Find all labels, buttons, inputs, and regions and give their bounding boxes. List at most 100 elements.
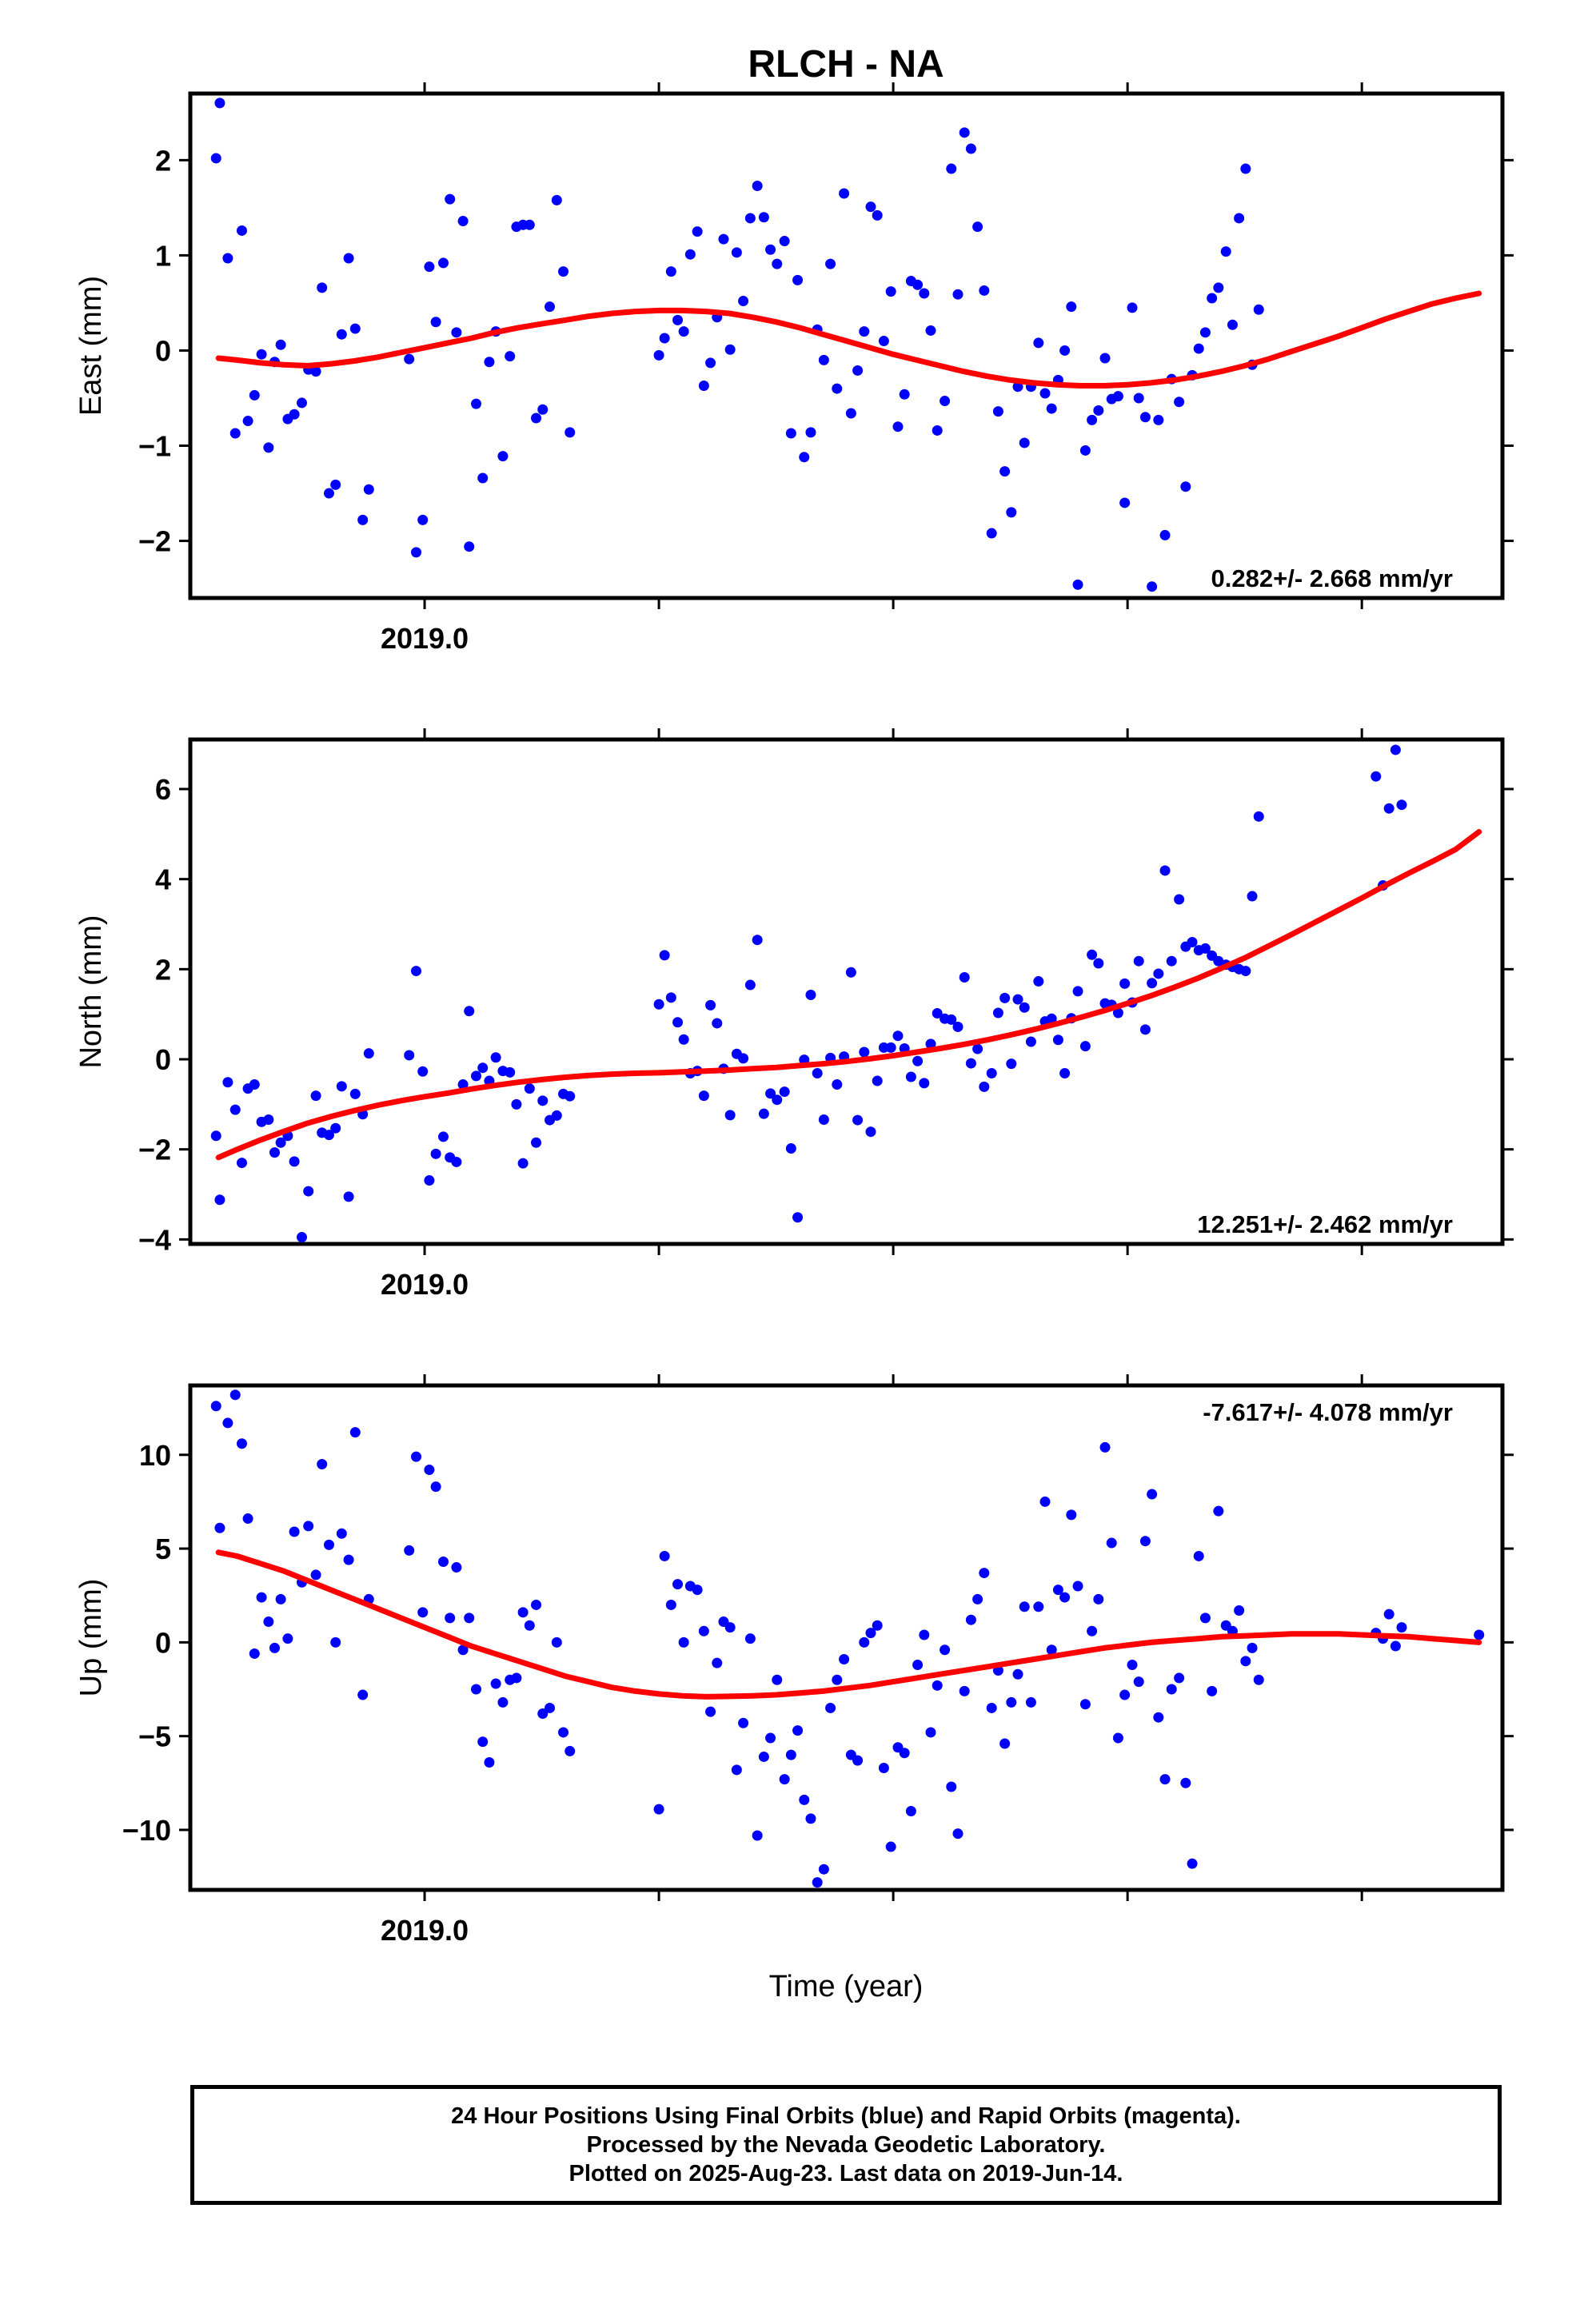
data-point <box>1396 799 1407 811</box>
data-point <box>1039 1496 1051 1507</box>
data-point <box>1153 1712 1164 1723</box>
data-point <box>744 1633 756 1644</box>
data-point <box>1099 353 1111 364</box>
fit-line <box>215 290 1482 389</box>
y-tick-label: 2 <box>155 953 171 986</box>
data-point <box>1220 246 1231 257</box>
data-point <box>1112 1007 1123 1018</box>
data-point <box>905 1805 916 1816</box>
data-point <box>940 1644 951 1656</box>
data-point <box>765 1732 776 1744</box>
data-point <box>296 1232 307 1243</box>
y-tick-label: −2 <box>138 525 171 558</box>
data-point <box>1072 579 1083 590</box>
data-point <box>1112 391 1123 402</box>
data-point <box>410 547 421 558</box>
data-point <box>653 999 664 1010</box>
y-tick-label: 2 <box>155 144 171 177</box>
data-point <box>912 1055 924 1066</box>
footer-line-1: 24 Hour Positions Using Final Orbits (bl… <box>451 2103 1241 2129</box>
data-point <box>979 1081 990 1092</box>
data-point <box>1166 955 1177 967</box>
data-point <box>965 143 976 154</box>
data-point <box>296 397 307 409</box>
data-point <box>919 1629 930 1640</box>
data-point <box>437 1556 449 1567</box>
data-point <box>1112 1732 1123 1744</box>
data-point <box>752 180 763 191</box>
data-point <box>349 1088 361 1099</box>
data-point <box>349 323 361 334</box>
data-point <box>524 1083 535 1094</box>
data-point <box>765 1088 776 1099</box>
data-point <box>210 1130 221 1142</box>
data-point <box>323 488 334 499</box>
data-point <box>1390 1640 1401 1652</box>
data-point <box>531 413 542 424</box>
rate-label: -7.617+/- 4.078 mm/yr <box>1203 1398 1453 1426</box>
data-point <box>210 1401 221 1412</box>
data-point <box>1234 213 1245 224</box>
data-point <box>845 967 856 978</box>
data-point <box>1133 955 1144 967</box>
data-point <box>818 1114 829 1126</box>
data-point <box>477 1062 489 1074</box>
data-point <box>1159 865 1171 876</box>
data-point <box>932 1008 943 1019</box>
panel-east: −2 −1 0 1 2 2019.0 East (mm) 0.282+/- 2.668 mm/… <box>74 82 1514 655</box>
data-point <box>979 285 990 296</box>
data-point <box>885 1841 896 1852</box>
data-point <box>565 427 576 438</box>
data-point <box>772 1094 783 1106</box>
data-point <box>772 258 783 269</box>
data-point <box>986 1067 997 1078</box>
data-point <box>1390 744 1401 755</box>
data-point <box>1059 345 1071 356</box>
data-point <box>738 296 749 307</box>
data-point <box>1127 1660 1138 1671</box>
panel-frame <box>188 1383 1505 1892</box>
data-point <box>724 1622 736 1633</box>
data-point <box>705 357 716 369</box>
data-point <box>705 999 716 1011</box>
data-point <box>1234 1604 1245 1616</box>
data-point <box>678 326 689 337</box>
data-point <box>424 261 435 273</box>
data-point <box>959 1685 970 1696</box>
data-point <box>872 209 883 221</box>
data-point <box>799 1794 810 1805</box>
data-point <box>899 1748 910 1759</box>
data-point <box>242 1513 253 1525</box>
data-point <box>471 398 482 409</box>
panel-frame <box>188 91 1505 600</box>
data-point <box>672 314 684 325</box>
data-point <box>289 409 300 420</box>
data-point <box>417 514 429 525</box>
data-point <box>451 1562 462 1573</box>
data-point <box>1006 1058 1017 1070</box>
data-point <box>1174 397 1185 408</box>
data-point <box>330 1122 341 1134</box>
data-point <box>878 1763 889 1774</box>
data-point <box>537 1095 549 1106</box>
data-point <box>665 266 676 277</box>
data-point <box>404 1545 415 1556</box>
data-point <box>839 1653 850 1664</box>
data-point <box>1119 497 1131 508</box>
data-point <box>214 1194 225 1206</box>
data-point <box>417 1607 429 1618</box>
data-point <box>457 216 469 227</box>
data-point <box>912 279 924 290</box>
data-point <box>818 1864 829 1875</box>
data-point <box>275 339 286 350</box>
data-point <box>424 1465 435 1476</box>
data-point <box>410 966 421 977</box>
data-point <box>792 1212 804 1223</box>
data-point <box>497 451 509 462</box>
data-point <box>738 1053 749 1064</box>
data-point <box>531 1137 542 1148</box>
data-point <box>303 1521 314 1532</box>
fit-line <box>215 1549 1482 1700</box>
data-point <box>812 1877 823 1888</box>
